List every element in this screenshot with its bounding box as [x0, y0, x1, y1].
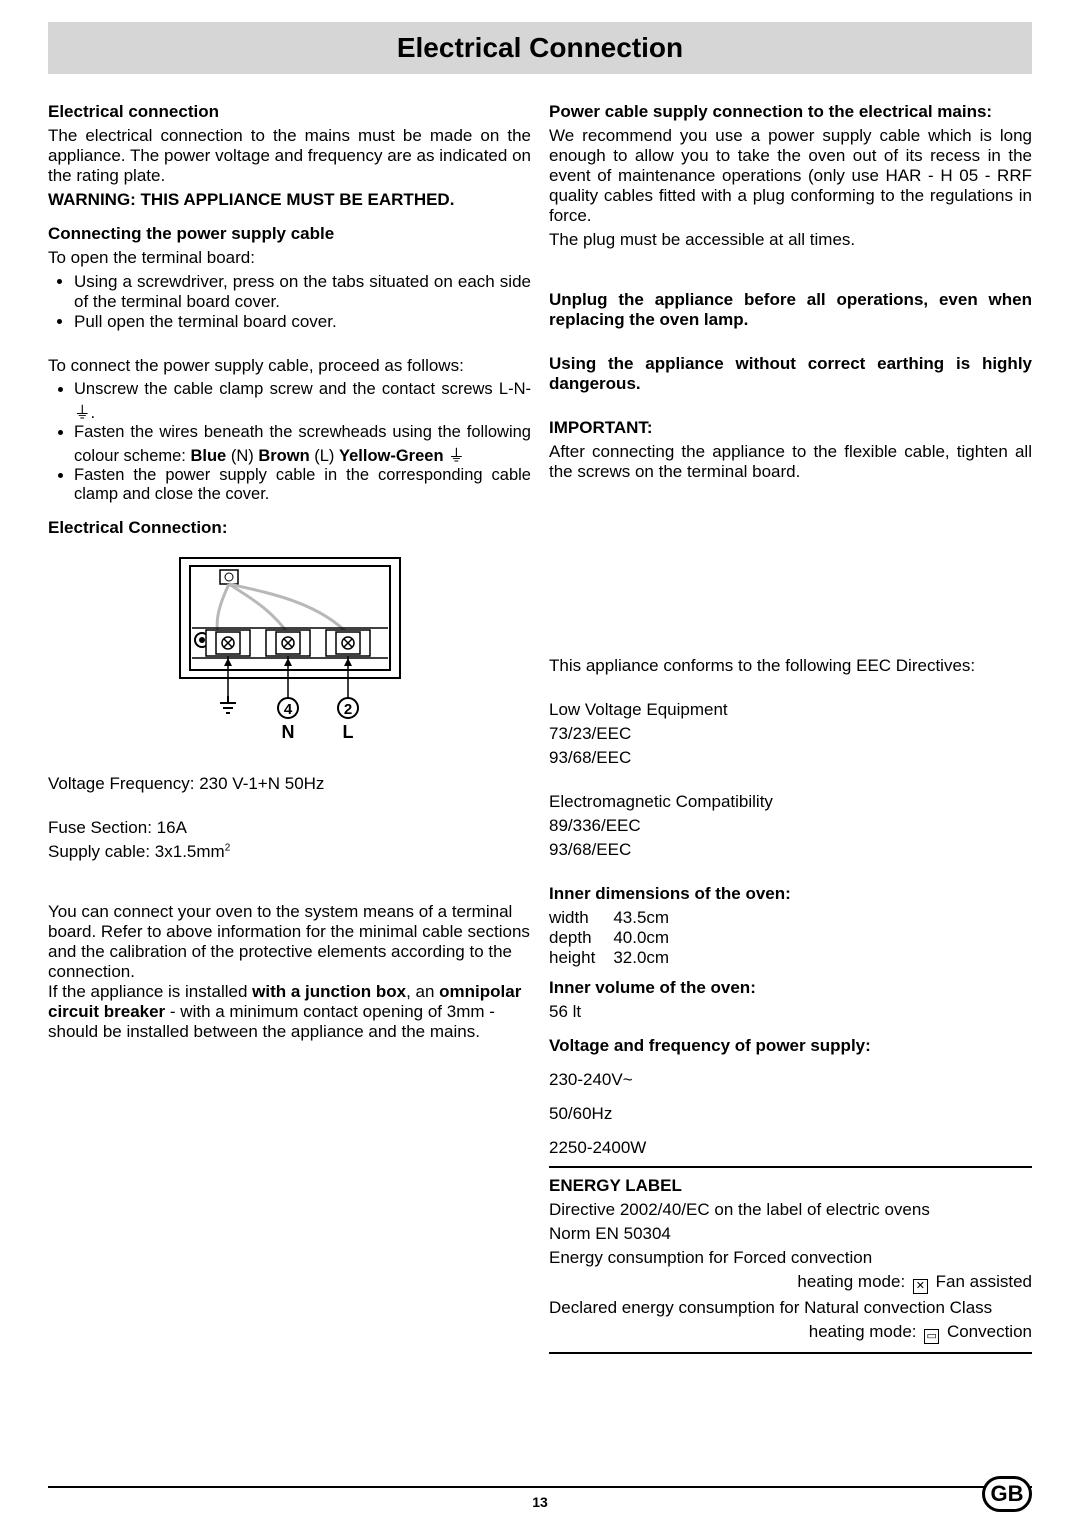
para-connect-follows: To connect the power supply cable, proce… — [48, 356, 531, 376]
fan-icon: ✕ — [913, 1279, 928, 1294]
para-plug-accessible: The plug must be accessible at all times… — [549, 230, 1032, 250]
para-eec-directives: This appliance conforms to the following… — [549, 656, 1032, 676]
list-item: Unscrew the cable clamp screw and the co… — [74, 380, 531, 423]
heading-inner-volume: Inner volume of the oven: — [549, 978, 1032, 998]
para-recommend-cable: We recommend you use a power supply cabl… — [549, 126, 1032, 226]
list-item: Using a screwdriver, press on the tabs s… — [74, 272, 531, 312]
page-number: 13 — [48, 1494, 1032, 1510]
left-column: Electrical connection The electrical con… — [48, 102, 531, 1362]
dim-value: 43.5cm — [613, 908, 687, 928]
vf-value: 230-240V~ — [549, 1070, 1032, 1090]
volume-value: 56 lt — [549, 1002, 1032, 1022]
superscript: 2 — [225, 842, 231, 853]
para-open-board: To open the terminal board: — [48, 248, 531, 268]
directive-num: 89/336/EEC — [549, 816, 1032, 836]
text: You can connect your oven to the system … — [48, 902, 530, 981]
svg-text:2: 2 — [343, 701, 351, 718]
text-brown: Brown — [258, 447, 309, 465]
list-item: Pull open the terminal board cover. — [74, 312, 531, 332]
heating-mode-fan: heating mode: ✕ Fan assisted — [549, 1272, 1032, 1294]
energy-norm: Norm EN 50304 — [549, 1224, 1032, 1244]
gb-badge: GB — [982, 1476, 1032, 1512]
spec-voltage-freq: Voltage Frequency: 230 V-1+N 50Hz — [48, 774, 531, 794]
text: , an — [406, 982, 439, 1001]
heading-diagram: Electrical Connection: — [48, 518, 531, 538]
para-tighten-screws: After connecting the appliance to the fl… — [549, 442, 1032, 482]
text: Fan assisted — [931, 1272, 1032, 1291]
energy-consumption-natural: Declared energy consumption for Natural … — [549, 1298, 1032, 1318]
dimensions-table: width43.5cm depth40.0cm height32.0cm — [549, 908, 687, 968]
directive-emc: Electromagnetic Compatibility — [549, 792, 1032, 812]
para-connect-system: You can connect your oven to the system … — [48, 902, 531, 1042]
warning-earthing-dangerous: Using the appliance without correct eart… — [549, 354, 1032, 394]
content-columns: Electrical connection The electrical con… — [48, 102, 1032, 1362]
text-blue: Blue — [190, 447, 226, 465]
spec-fuse: Fuse Section: 16A — [48, 818, 531, 838]
directive-num: 73/23/EEC — [549, 724, 1032, 744]
terminal-board-diagram: 4 2 N L — [48, 542, 531, 774]
heading-electrical-connection: Electrical connection — [48, 102, 531, 122]
page-footer: 13 GB — [48, 1486, 1032, 1510]
text: with a junction box — [252, 982, 406, 1001]
text: heating mode: — [797, 1272, 909, 1291]
list-item: Fasten the power supply cable in the cor… — [74, 466, 531, 504]
directive-low-voltage: Low Voltage Equipment — [549, 700, 1032, 720]
spec-supply-cable: Supply cable: 3x1.5mm2 — [48, 842, 531, 862]
text: heating mode: — [809, 1322, 921, 1341]
heading-power-cable-mains: Power cable supply connection to the ele… — [549, 102, 1032, 122]
convection-icon: ▭ — [924, 1329, 939, 1344]
vf-value: 2250-2400W — [549, 1138, 1032, 1158]
text: Supply cable: 3x1.5mm — [48, 842, 225, 861]
warning-unplug: Unplug the appliance before all operatio… — [549, 290, 1032, 330]
energy-directive: Directive 2002/40/EC on the label of ele… — [549, 1200, 1032, 1220]
text: (L) — [310, 447, 339, 465]
warning-earthed: WARNING: THIS APPLIANCE MUST BE EARTHED. — [48, 190, 531, 210]
dim-value: 32.0cm — [613, 948, 687, 968]
list-item: Fasten the wires beneath the screwheads … — [74, 423, 531, 466]
dim-label: height — [549, 948, 613, 968]
directive-num: 93/68/EEC — [549, 840, 1032, 860]
list-connect-cable: Unscrew the cable clamp screw and the co… — [48, 380, 531, 504]
right-column: Power cable supply connection to the ele… — [549, 102, 1032, 1362]
heading-important: IMPORTANT: — [549, 418, 1032, 438]
dim-label: width — [549, 908, 613, 928]
energy-consumption-forced: Energy consumption for Forced convection — [549, 1248, 1032, 1268]
svg-text:N: N — [281, 722, 294, 742]
vf-value: 50/60Hz — [549, 1104, 1032, 1124]
text: Convection — [942, 1322, 1032, 1341]
divider — [549, 1166, 1032, 1168]
text: If the appliance is installed — [48, 982, 252, 1001]
heating-mode-convection: heating mode: ▭ Convection — [549, 1322, 1032, 1344]
text-yellow-green: Yellow-Green — [339, 447, 444, 465]
heading-inner-dimensions: Inner dimensions of the oven: — [549, 884, 1032, 904]
heading-connect-cable: Connecting the power supply cable — [48, 224, 531, 244]
dim-value: 40.0cm — [613, 928, 687, 948]
divider — [549, 1352, 1032, 1354]
text: ⏚ — [444, 447, 465, 465]
heading-voltage-frequency: Voltage and frequency of power supply: — [549, 1036, 1032, 1056]
list-open-board: Using a screwdriver, press on the tabs s… — [48, 272, 531, 332]
svg-text:4: 4 — [283, 701, 292, 718]
heading-energy-label: ENERGY LABEL — [549, 1176, 1032, 1196]
dim-label: depth — [549, 928, 613, 948]
text: (N) — [226, 447, 258, 465]
svg-text:L: L — [342, 722, 353, 742]
para-mains: The electrical connection to the mains m… — [48, 126, 531, 186]
directive-num: 93/68/EEC — [549, 748, 1032, 768]
page-title: Electrical Connection — [48, 22, 1032, 74]
